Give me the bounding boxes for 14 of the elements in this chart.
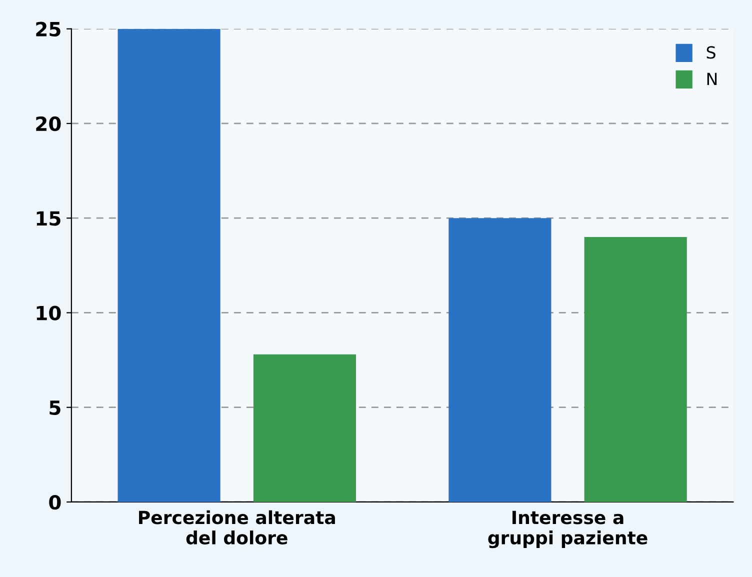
y-tick-label: 15 [36,211,60,226]
y-tick-label: 5 [50,400,60,416]
x-tick-label: Percezione alterata del dolore [139,510,335,545]
y-tick-label: 25 [36,22,60,37]
bar [448,218,552,502]
y-tick-label: 20 [36,116,61,132]
y-tick-label: 0 [49,494,61,510]
bar [253,354,356,502]
legend-label: N [707,72,717,86]
legend-label: S [706,46,716,59]
y-tick-label: 10 [36,306,61,320]
x-tick-label: Interesse a gruppi paziente [488,510,648,548]
bar [118,28,220,502]
bar [584,237,687,502]
